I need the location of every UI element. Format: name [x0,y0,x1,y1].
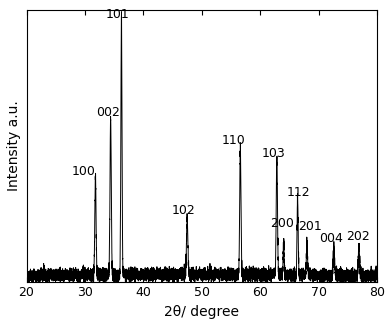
Text: 201: 201 [298,219,322,232]
Text: 004: 004 [319,232,343,245]
Text: 103: 103 [261,147,285,160]
Text: 102: 102 [171,204,195,217]
Text: 002: 002 [96,106,120,119]
Text: 112: 112 [287,186,310,199]
Y-axis label: Intensity a.u.: Intensity a.u. [7,101,21,191]
Text: 202: 202 [347,230,370,243]
Text: 110: 110 [222,134,246,147]
Text: 200: 200 [270,217,294,230]
Text: 101: 101 [105,8,129,21]
X-axis label: 2θ/ degree: 2θ/ degree [164,305,239,319]
Text: 100: 100 [72,165,96,178]
